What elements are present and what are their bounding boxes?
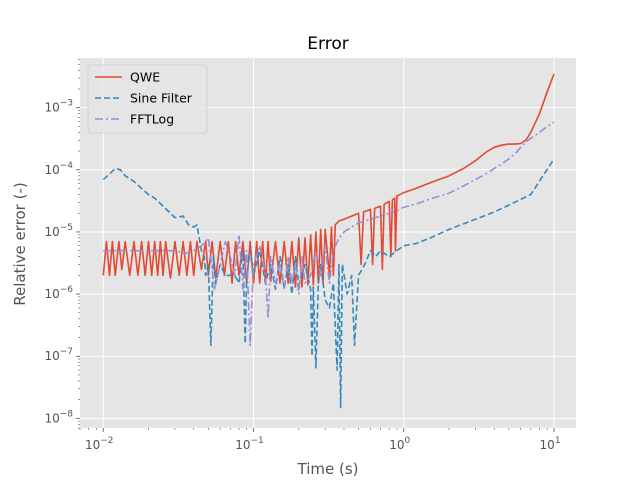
x-tick-label: 10−2 xyxy=(85,436,114,452)
y-axis-label: Relative error (-) xyxy=(11,182,29,305)
legend-entry: QWE xyxy=(130,70,160,85)
y-axis-ticks: 10−8 10−7 10−6 10−5 10−4 10−3 xyxy=(44,59,80,429)
legend-entry: Sine Filter xyxy=(130,91,193,106)
y-tick-label: 10−8 xyxy=(44,409,73,425)
legend: QWE Sine Filter FFTLog xyxy=(87,64,208,134)
x-tick-label: 10−1 xyxy=(235,436,264,452)
series-line-qwe xyxy=(102,73,555,288)
grid-lines xyxy=(80,58,576,428)
x-axis-label: Time (s) xyxy=(297,460,359,478)
series-line-sine-filter xyxy=(102,158,555,409)
x-tick-label: 101 xyxy=(540,436,561,452)
y-tick-label: 10−7 xyxy=(44,347,73,363)
y-tick-label: 10−3 xyxy=(44,99,73,115)
legend-box xyxy=(87,64,208,134)
y-tick-label: 10−4 xyxy=(44,161,73,177)
series-line-fftlog xyxy=(103,121,555,347)
x-tick-label: 100 xyxy=(389,436,410,452)
y-tick-label: 10−5 xyxy=(44,223,73,239)
y-tick-label: 10−6 xyxy=(44,285,73,301)
chart-title: Error xyxy=(307,34,348,54)
x-axis-ticks: 10−2 10−1 100 101 xyxy=(79,428,561,452)
series-layer xyxy=(102,73,555,409)
legend-entry: FFTLog xyxy=(130,112,174,127)
